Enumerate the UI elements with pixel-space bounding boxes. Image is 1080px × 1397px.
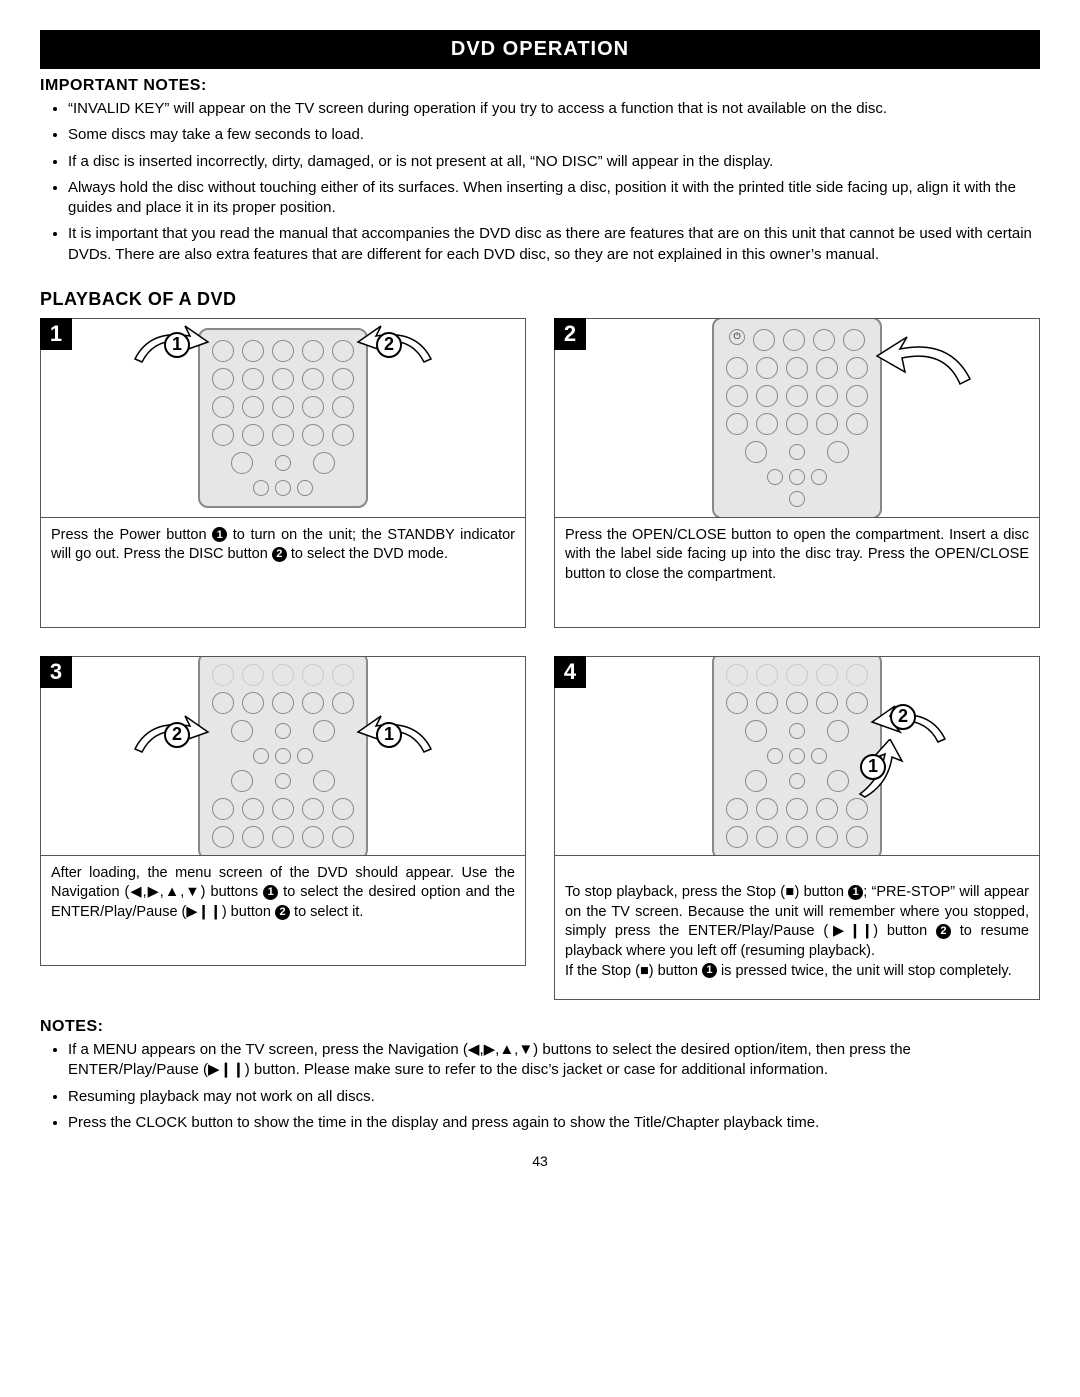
step-number-badge: 3 [40,656,72,688]
ref-1-icon: 1 [212,527,227,542]
ref-1-icon: 1 [848,885,863,900]
note-item: It is important that you read the manual… [68,224,1040,265]
notes-heading: NOTES: [40,1018,1040,1036]
caption-text: To stop playback, press the Stop (■) but… [565,884,848,900]
ref-1-icon: 1 [263,885,278,900]
note-item: Press the CLOCK button to show the time … [68,1113,1040,1133]
caption-text: to select the DVD mode. [287,546,448,562]
ref-1-icon: 1 [702,963,717,978]
step-number-badge: 1 [40,318,72,350]
callout-2: 2 [890,704,916,730]
callout-2: 2 [376,332,402,358]
caption-text: to select it. [290,904,363,920]
note-item: If a disc is inserted incorrectly, dirty… [68,152,1040,172]
ref-2-icon: 2 [936,924,951,939]
remote-diagram: 2 1 [198,656,368,856]
page-number: 43 [40,1153,1040,1169]
remote-diagram: 1 2 [198,328,368,508]
note-item: Resuming playback may not work on all di… [68,1087,1040,1107]
step-4: 4 2 1 To stop playback, press the Stop (… [554,656,1040,1000]
step-3-caption: After loading, the menu screen of the DV… [40,856,526,966]
step-number-badge: 4 [554,656,586,688]
important-notes-heading: IMPORTANT NOTES: [40,77,1040,95]
playback-heading: PLAYBACK OF A DVD [40,289,1040,310]
callout-1: 1 [164,332,190,358]
end-notes-list: If a MENU appears on the TV screen, pres… [40,1040,1040,1133]
large-arrow-left-icon [875,334,975,394]
step-1: 1 1 2 Press the Power button 1 to turn o… [40,318,526,628]
callout-1: 1 [860,754,886,780]
step-number-badge: 2 [554,318,586,350]
step-3: 3 2 1 After loading, the menu screen of … [40,656,526,1000]
steps-grid: 1 1 2 Press the Power button 1 to turn o… [40,318,1040,1000]
remote-diagram: ⏻ [712,318,882,518]
callout-1: 1 [376,722,402,748]
step-2: 2 ⏻ Press the OPEN/CLOSE button to open … [554,318,1040,628]
ref-2-icon: 2 [272,547,287,562]
note-item: Some discs may take a few seconds to loa… [68,125,1040,145]
step-1-illustration: 1 2 [40,318,526,518]
note-item: Always hold the disc without touching ei… [68,178,1040,219]
step-1-caption: Press the Power button 1 to turn on the … [40,518,526,628]
ref-2-icon: 2 [275,905,290,920]
step-3-illustration: 2 1 [40,656,526,856]
note-item: “INVALID KEY” will appear on the TV scre… [68,99,1040,119]
step-4-illustration: 2 1 [554,656,1040,856]
page-title-bar: DVD OPERATION [40,30,1040,69]
remote-diagram: 2 1 [712,656,882,856]
step-2-illustration: ⏻ [554,318,1040,518]
caption-text: is pressed twice, the unit will stop com… [717,963,1012,979]
note-item: If a MENU appears on the TV screen, pres… [68,1040,1040,1081]
step-4-caption: To stop playback, press the Stop (■) but… [554,856,1040,1000]
step-2-caption: Press the OPEN/CLOSE button to open the … [554,518,1040,628]
important-notes-list: “INVALID KEY” will appear on the TV scre… [40,99,1040,265]
callout-2: 2 [164,722,190,748]
caption-text: Press the Power button [51,527,212,543]
